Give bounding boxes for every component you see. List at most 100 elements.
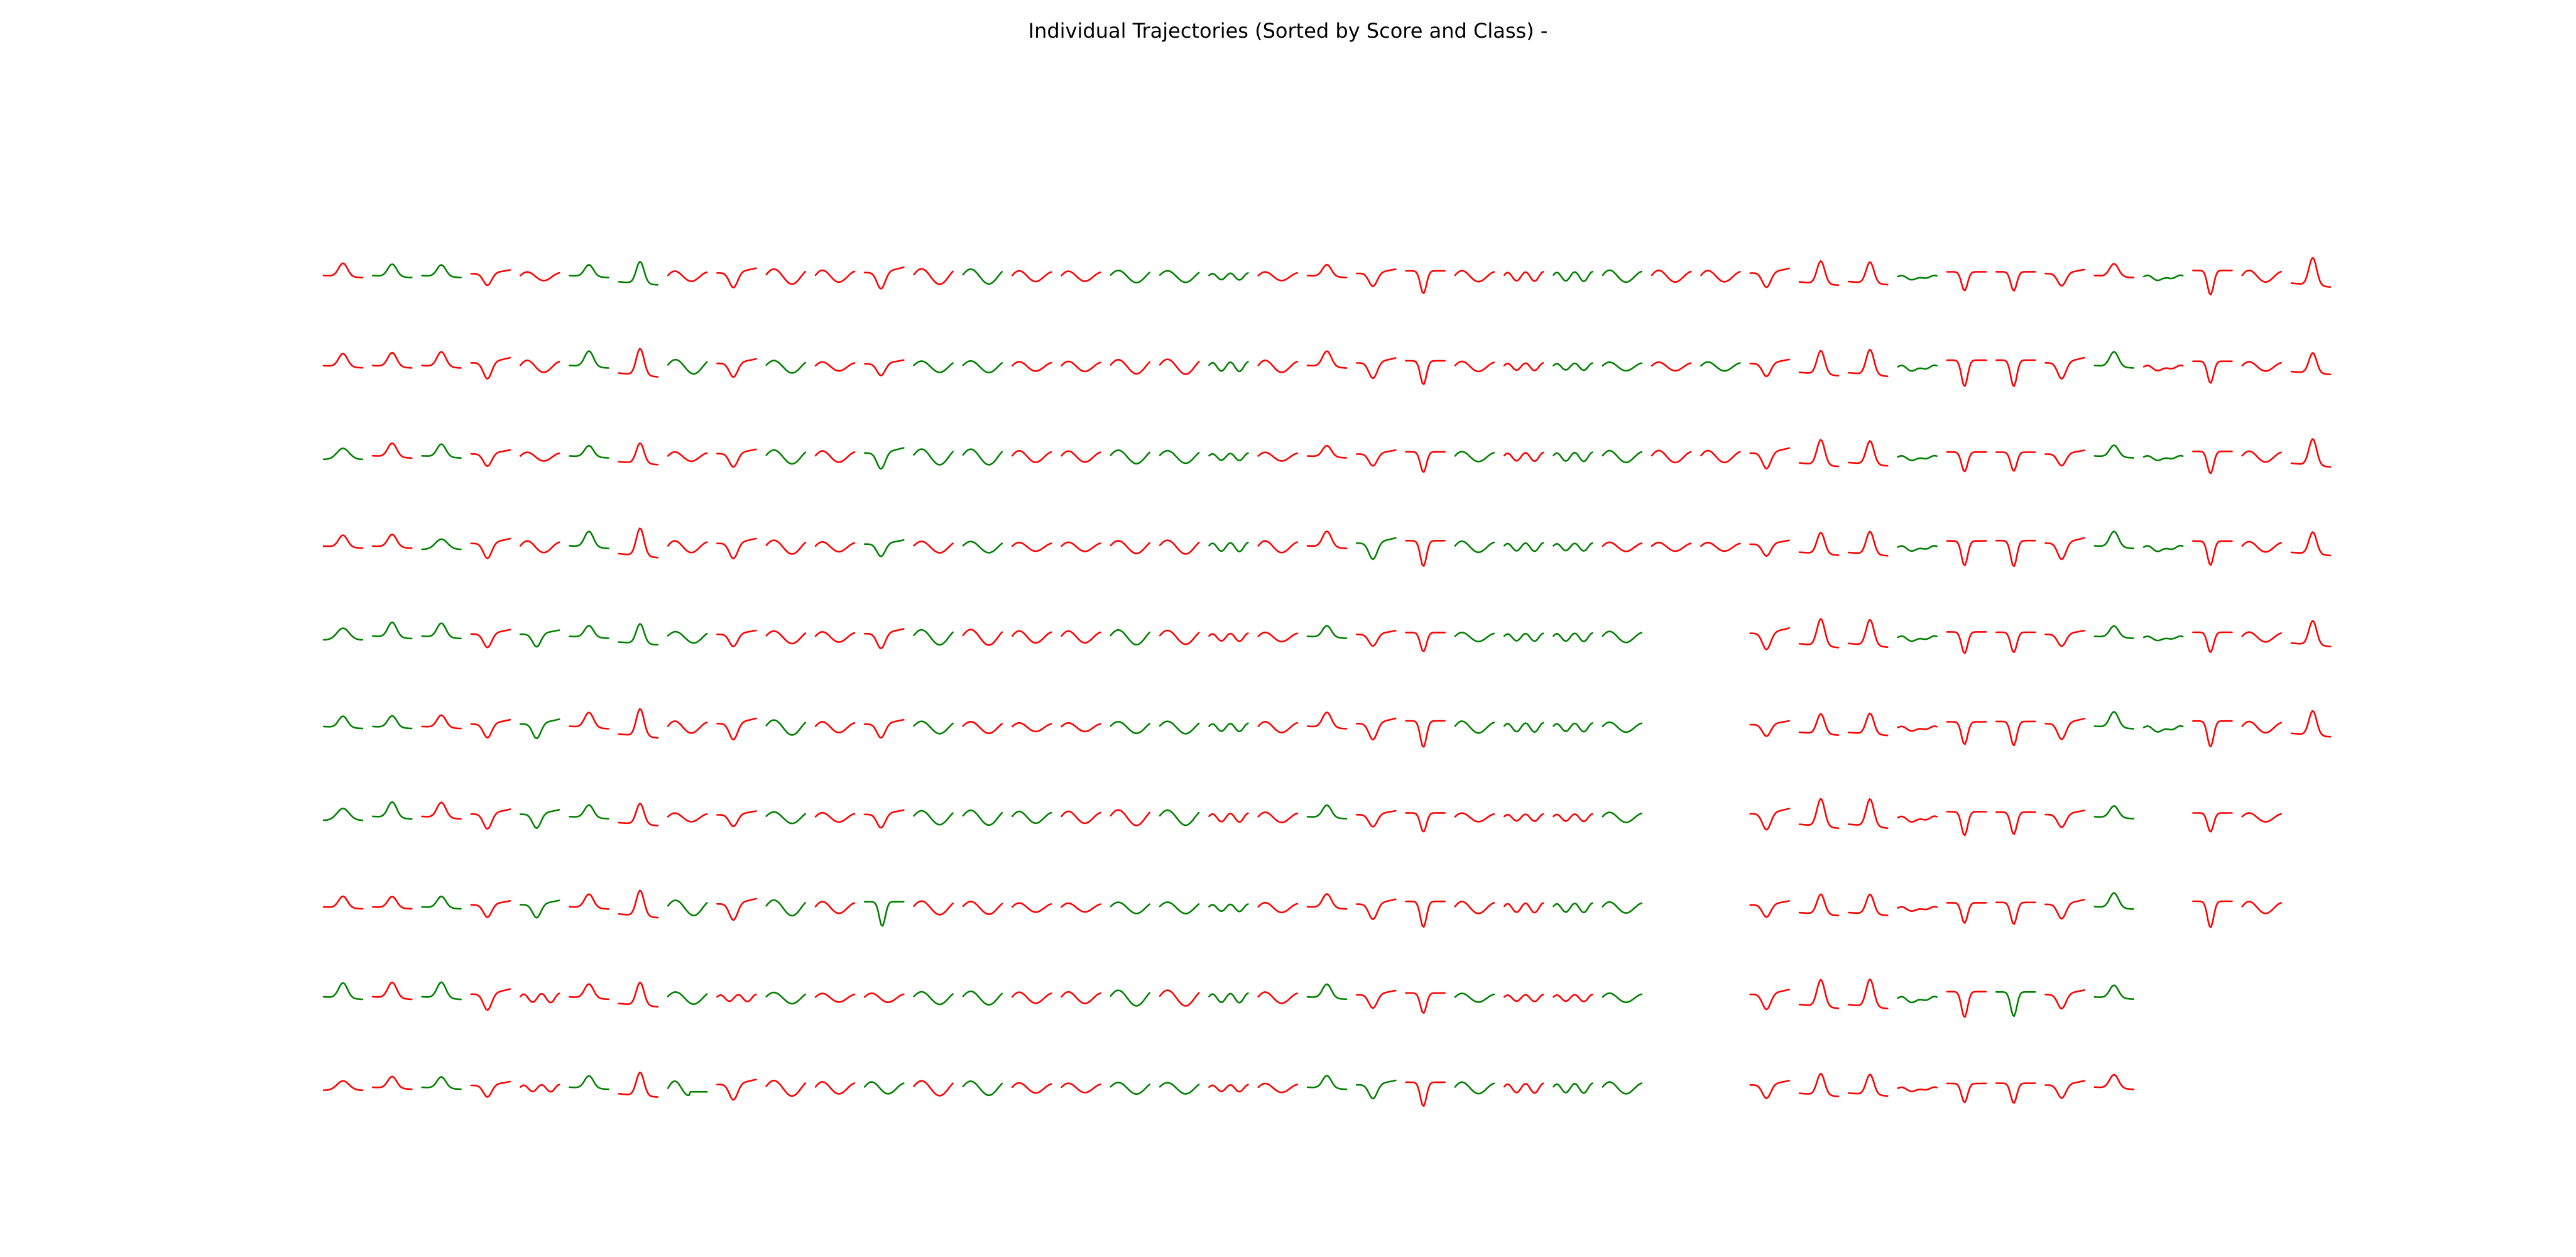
trajectory-line <box>470 356 511 380</box>
trajectory-line <box>864 539 905 557</box>
trajectory-line <box>1011 991 1052 1004</box>
trajectory-line <box>1602 992 1643 1004</box>
trajectory-line <box>1208 452 1249 461</box>
trajectory-line <box>1011 810 1052 825</box>
trajectory-line <box>814 1081 856 1095</box>
trajectory-line <box>1553 722 1593 733</box>
trajectory-line <box>2093 984 2135 1000</box>
trajectory-line <box>2093 711 2135 730</box>
trajectory-line <box>1011 270 1052 283</box>
trajectory-line <box>1553 362 1593 371</box>
trajectory-line <box>1061 991 1101 1004</box>
trajectory-line <box>962 901 1003 915</box>
trajectory-line <box>1503 451 1544 463</box>
trajectory-line <box>2093 892 2135 910</box>
trajectory-line <box>1749 720 1790 737</box>
trajectory-line <box>1011 630 1052 644</box>
trajectory-line <box>1356 537 1397 561</box>
trajectory-line <box>1306 350 1348 369</box>
trajectory-line <box>1110 540 1151 554</box>
trajectory-line <box>1159 1082 1200 1095</box>
trajectory-line <box>1208 632 1249 642</box>
trajectory-line <box>667 991 708 1005</box>
trajectory-line <box>2290 256 2332 288</box>
trajectory-line <box>470 1080 511 1098</box>
trajectory-line <box>1995 811 2036 835</box>
trajectory-line <box>1061 360 1101 373</box>
trajectory-line <box>1356 717 1397 741</box>
trajectory-line <box>2044 899 2085 920</box>
trajectory-line <box>1454 901 1495 914</box>
trajectory-line <box>519 809 560 830</box>
trajectory-line <box>470 628 511 649</box>
trajectory-line <box>1553 270 1593 282</box>
trajectory-line <box>569 711 609 730</box>
trajectory-line <box>1405 632 1446 652</box>
trajectory-line <box>618 803 659 826</box>
trajectory-line <box>2241 450 2282 463</box>
trajectory-line <box>1995 359 2036 387</box>
trajectory-line <box>519 540 560 554</box>
trajectory-line <box>1995 991 2036 1018</box>
trajectory-line <box>864 901 905 927</box>
trajectory-line <box>2093 1073 2135 1090</box>
trajectory-line <box>1553 632 1593 642</box>
trajectory-line <box>1306 263 1348 278</box>
trajectory-line <box>1995 901 2036 925</box>
trajectory-line <box>2093 263 2135 278</box>
trajectory-line <box>1503 632 1544 642</box>
trajectory-line <box>1897 454 1938 461</box>
trajectory-line <box>962 721 1003 735</box>
trajectory-line <box>2142 635 2184 642</box>
trajectory-line <box>716 629 757 647</box>
trajectory-line <box>618 261 659 286</box>
trajectory-line <box>913 1080 954 1097</box>
trajectory-line <box>322 895 364 910</box>
trajectory-line <box>2142 725 2184 733</box>
trajectory-line <box>765 268 806 285</box>
trajectory-line <box>1159 989 1200 1007</box>
trajectory-line <box>1798 532 1840 556</box>
trajectory-line <box>1454 360 1495 373</box>
trajectory-line <box>1110 720 1151 735</box>
trajectory-line <box>1257 811 1298 823</box>
trajectory-line <box>470 900 511 918</box>
trajectory-line <box>1405 812 1446 833</box>
trajectory-line <box>1356 989 1397 1009</box>
trajectory-line <box>667 720 708 734</box>
trajectory-line <box>1159 358 1200 375</box>
trajectory-line <box>1306 625 1348 639</box>
trajectory-line <box>1749 808 1790 831</box>
trajectory-line <box>1798 979 1840 1009</box>
trajectory-line <box>569 530 609 549</box>
trajectory-line <box>962 268 1003 285</box>
trajectory-line <box>1848 1073 1889 1097</box>
trajectory-line <box>913 900 954 916</box>
trajectory-line <box>913 720 954 735</box>
trajectory-line <box>2290 438 2332 468</box>
trajectory-line <box>1749 539 1790 557</box>
trajectory-line <box>765 360 806 374</box>
trajectory-line <box>962 541 1003 554</box>
trajectory-line <box>519 451 560 462</box>
trajectory-line <box>913 810 954 826</box>
trajectory-line <box>470 449 511 468</box>
trajectory-line <box>1306 893 1348 910</box>
trajectory-line <box>1257 631 1298 643</box>
trajectory-line <box>2192 720 2233 748</box>
trajectory-line <box>1553 542 1593 552</box>
trajectory-line <box>1405 1081 1446 1107</box>
trajectory-line <box>1257 451 1298 462</box>
trajectory-line <box>519 1084 560 1093</box>
trajectory-line <box>470 808 511 830</box>
trajectory-line <box>2142 365 2184 372</box>
trajectory-line <box>1749 358 1790 378</box>
trajectory-line <box>1995 539 2036 568</box>
trajectory-line <box>1159 720 1200 735</box>
trajectory-line <box>1454 1081 1495 1095</box>
trajectory-line <box>1897 364 1938 372</box>
trajectory-line <box>1798 798 1840 830</box>
trajectory-line <box>1011 902 1052 913</box>
trajectory-line <box>1208 903 1249 913</box>
trajectory-line <box>2093 530 2135 549</box>
